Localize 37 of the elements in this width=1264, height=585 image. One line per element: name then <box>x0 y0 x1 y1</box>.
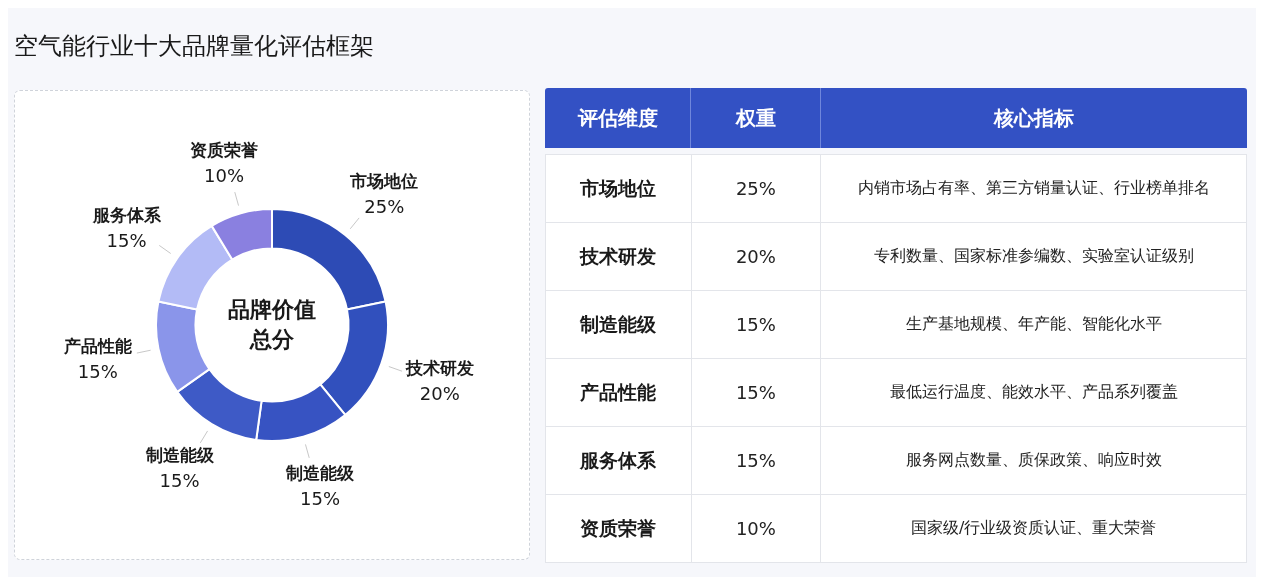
category-label: 产品性能 <box>580 380 657 403</box>
text: 15% <box>735 382 776 403</box>
text: 生产基地规模、年产能、智能化水平 <box>905 314 1162 333</box>
text: 专利数量、国家标准参编数、实验室认证级别 <box>873 246 1194 265</box>
text: 最低运行温度、能效水平、产品系列覆盖 <box>889 382 1178 401</box>
slice-label: 产品性能 <box>62 335 132 356</box>
data-label: 10% <box>203 164 244 186</box>
category-label: 技术研发 <box>580 244 657 267</box>
category-label: 资质荣誉 <box>580 516 657 539</box>
data-label: 15% <box>300 488 341 510</box>
slice-label: 制造能级 <box>285 463 356 484</box>
slice-label: 制造能级 <box>144 444 215 465</box>
text: 15% <box>735 314 776 335</box>
data-label: 20% <box>419 382 460 404</box>
text: 国家级/行业级资质认证、重大荣誉 <box>910 518 1157 537</box>
text: 20% <box>735 246 776 267</box>
category-label: 市场地位 <box>580 176 657 199</box>
category-label: 制造能级 <box>580 312 657 335</box>
slice-label: 技术研发 <box>404 357 474 378</box>
data-label: 15% <box>106 229 147 251</box>
data-label: 15% <box>159 470 200 492</box>
data-label: 15% <box>77 360 118 382</box>
text: 10% <box>735 518 776 539</box>
category-label: 服务体系 <box>580 448 657 471</box>
chart-title: 空气能行业十大品牌量化评估框架 <box>14 31 374 62</box>
category-label: 权重 <box>690 88 820 148</box>
text: 25% <box>735 178 776 199</box>
data-label: 25% <box>364 196 405 218</box>
text: 15% <box>735 450 776 471</box>
text: 品牌价值总分 <box>227 296 317 354</box>
slice-label: 服务体系 <box>91 204 162 225</box>
slice-label: 市场地位 <box>349 171 419 192</box>
slice-label: 资质荣誉 <box>189 139 258 160</box>
text: 内销市场占有率、第三方销量认证、行业榜单排名 <box>857 178 1210 197</box>
category-label: 核心指标 <box>820 88 1247 148</box>
category-label: 评估维度 <box>576 104 659 132</box>
text: 服务网点数量、质保政策、响应时效 <box>905 450 1162 469</box>
